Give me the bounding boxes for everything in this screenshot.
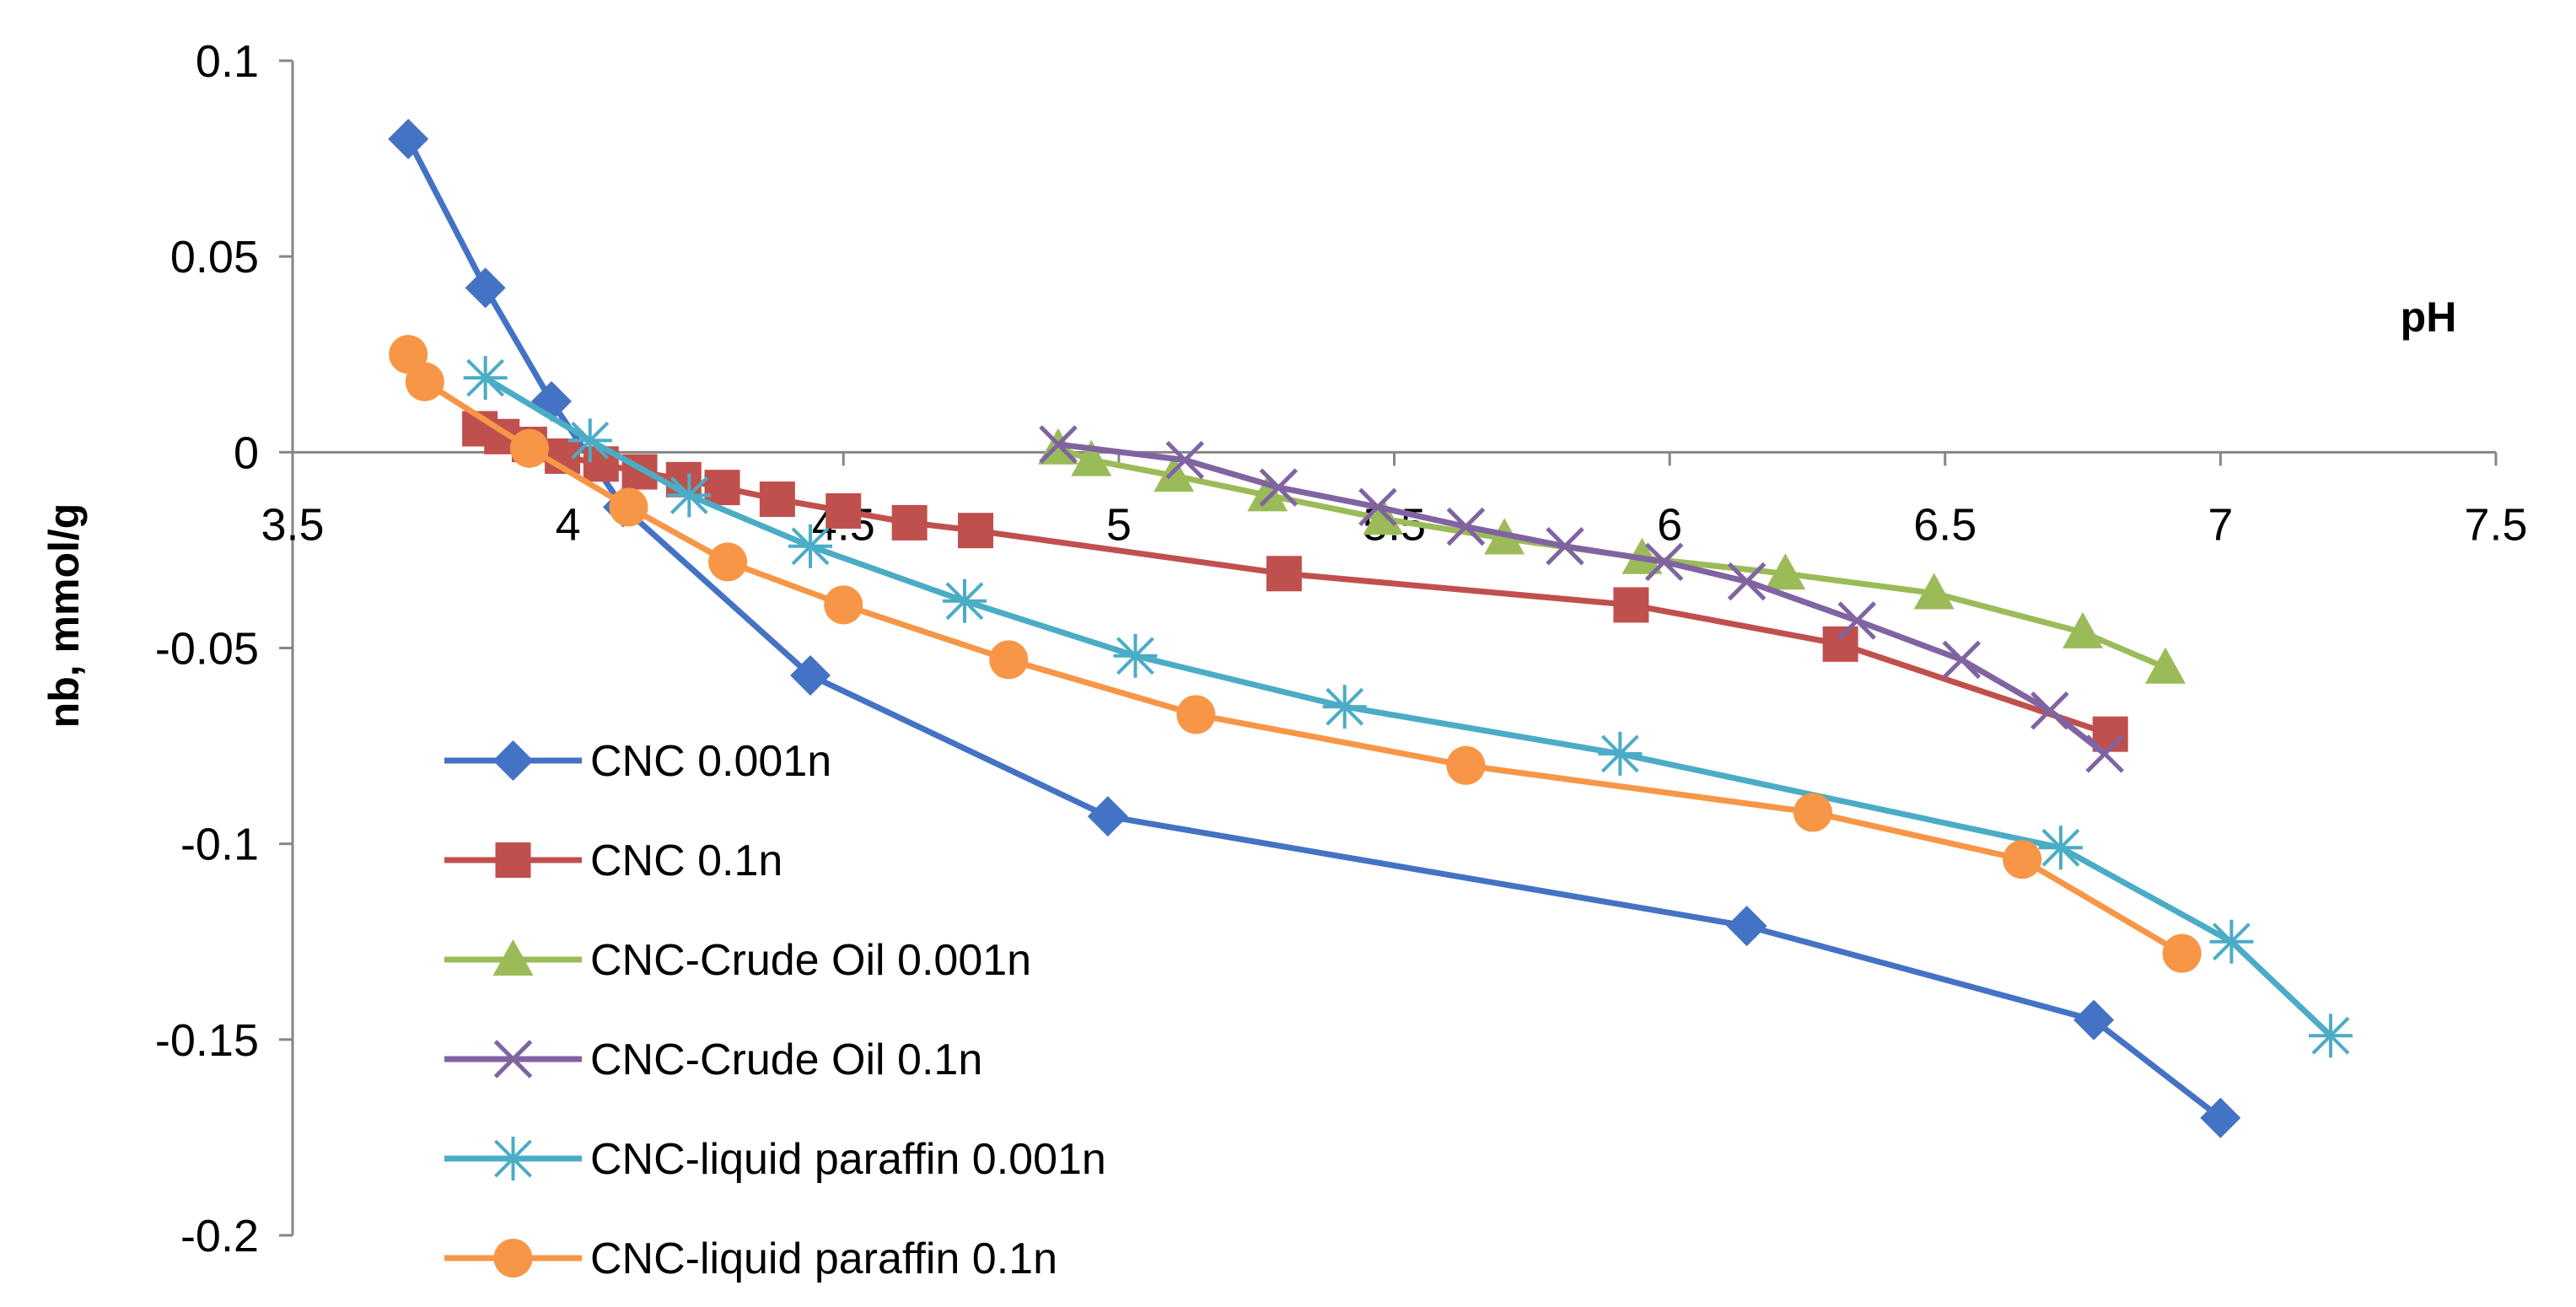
data-point — [1942, 640, 1982, 680]
data-point — [1087, 796, 1128, 837]
series-4 — [1039, 425, 2124, 773]
data-point — [1165, 440, 1205, 480]
data-point — [826, 492, 862, 529]
series-line — [1055, 441, 2108, 757]
data-point — [759, 481, 795, 518]
y-tick-label: -0.1 — [180, 820, 259, 870]
legend-label: CNC-liquid paraffin 0.1n — [590, 1234, 1057, 1283]
x-axis-title: pH — [2401, 293, 2457, 341]
data-point — [1039, 425, 1078, 464]
data-point — [567, 418, 612, 463]
data-point — [1358, 487, 1397, 527]
legend-marker — [492, 740, 534, 781]
data-point — [1727, 562, 1767, 601]
data-point — [1322, 685, 1367, 729]
series-line — [405, 351, 2186, 957]
data-point — [1446, 745, 1486, 785]
data-point — [1113, 633, 1158, 678]
data-point — [2162, 933, 2202, 973]
data-point — [2073, 999, 2115, 1041]
series-6 — [389, 335, 2202, 973]
legend-label: CNC 0.1n — [590, 836, 782, 885]
data-point — [667, 473, 712, 518]
data-point — [609, 487, 648, 527]
series-5 — [463, 356, 2353, 1058]
legend-label: CNC-Crude Oil 0.001n — [590, 936, 1031, 985]
data-point — [1837, 601, 1876, 640]
legend-marker — [493, 1239, 533, 1277]
y-tick-label: -0.2 — [180, 1211, 259, 1261]
data-point — [704, 470, 740, 506]
data-point — [1363, 498, 1404, 535]
data-point — [708, 542, 748, 582]
data-point — [465, 267, 506, 309]
data-point — [1822, 626, 1858, 662]
data-point — [1613, 587, 1649, 623]
y-tick-label: 0.05 — [170, 232, 259, 282]
legend-entry: CNC-liquid paraffin 0.001n — [444, 1135, 1106, 1184]
data-point — [788, 524, 833, 568]
y-tick-label: 0.1 — [196, 36, 259, 87]
y-tick-label: 0 — [234, 428, 259, 478]
data-point — [1793, 793, 1832, 832]
data-point — [1266, 556, 1302, 592]
data-point — [2209, 919, 2254, 964]
legend-entry: CNC 0.1n — [444, 836, 782, 885]
legend-entry: CNC-liquid paraffin 0.1n — [444, 1234, 1057, 1283]
legend-marker — [492, 939, 534, 976]
legend-entry: CNC 0.001n — [444, 737, 831, 786]
x-tick-label: 7 — [2208, 499, 2233, 550]
x-tick-label: 7.5 — [2464, 499, 2527, 550]
legend-marker — [495, 842, 531, 878]
legend-marker — [491, 1137, 535, 1181]
data-point — [824, 585, 863, 625]
data-point — [1644, 542, 1684, 582]
data-point — [1259, 468, 1299, 507]
legend-label: CNC-liquid paraffin 0.001n — [590, 1135, 1106, 1184]
data-point — [2309, 1014, 2353, 1058]
legend: CNC 0.001n CNC 0.1n CNC-Crude Oil 0.001n CN… — [444, 737, 1106, 1283]
data-point — [1765, 553, 1806, 590]
data-point — [790, 655, 831, 697]
data-point — [942, 578, 987, 623]
data-point — [1598, 731, 1643, 776]
data-point — [1546, 527, 1584, 566]
data-point — [2062, 611, 2104, 648]
data-point — [1726, 906, 1767, 947]
x-tick-label: 6 — [1657, 499, 1682, 550]
x-tick-label: 6.5 — [1913, 499, 1976, 550]
data-point — [405, 362, 444, 401]
series-layer — [388, 118, 2353, 1138]
data-point — [1071, 439, 1112, 476]
y-tick-label: -0.05 — [155, 624, 259, 675]
data-point — [958, 513, 994, 549]
data-point — [2030, 691, 2069, 730]
data-point — [388, 118, 429, 159]
legend-marker — [493, 1040, 533, 1078]
x-tick-label: 4 — [556, 499, 581, 550]
data-point — [891, 504, 928, 541]
x-tick-label: 3.5 — [261, 499, 324, 550]
data-point — [1247, 475, 1288, 512]
axes: 0.10.050-0.05-0.1-0.15-0.23.544.555.566.… — [155, 36, 2528, 1261]
legend-label: CNC-Crude Oil 0.1n — [590, 1035, 982, 1084]
data-point — [1446, 507, 1486, 546]
legend-entry: CNC-Crude Oil 0.001n — [444, 936, 1031, 985]
x-tick-label: 5 — [1106, 499, 1132, 550]
data-point — [2003, 840, 2042, 879]
data-point — [509, 428, 549, 468]
data-point — [989, 640, 1029, 680]
data-point — [1176, 695, 1216, 734]
data-point — [2200, 1097, 2241, 1138]
data-point — [2085, 734, 2124, 773]
data-point — [2145, 647, 2186, 684]
data-point — [1913, 573, 1955, 610]
legend-entry: CNC-Crude Oil 0.1n — [444, 1035, 982, 1084]
y-axis-title: nb, mmol/g — [40, 503, 88, 729]
data-point — [463, 356, 508, 401]
y-tick-label: -0.15 — [155, 1015, 259, 1066]
data-point — [2038, 826, 2083, 870]
legend-label: CNC 0.001n — [590, 737, 831, 786]
